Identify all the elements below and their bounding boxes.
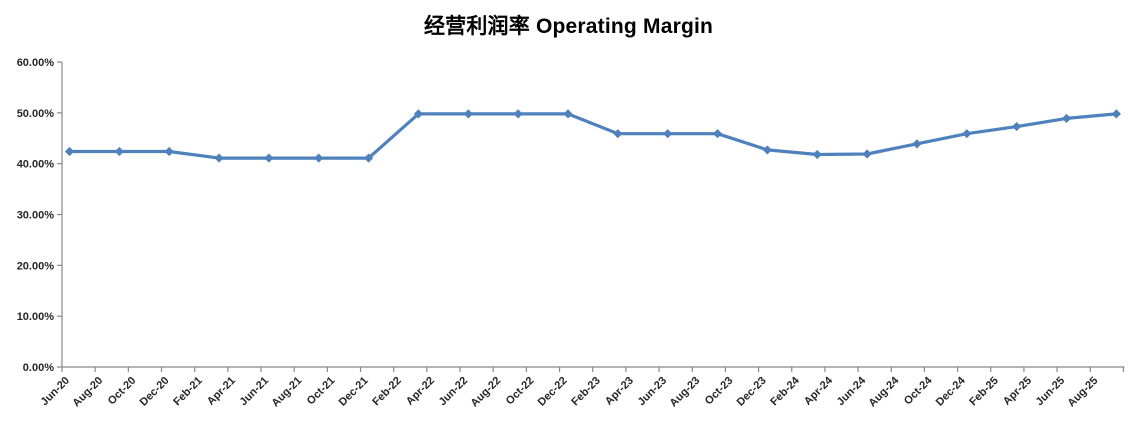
x-tick-label: Feb-25 bbox=[967, 375, 1001, 409]
data-point-marker bbox=[364, 153, 374, 163]
data-point-marker bbox=[314, 153, 324, 163]
data-point-marker bbox=[563, 109, 573, 119]
x-tick-label: Dec-22 bbox=[536, 375, 570, 409]
x-tick-label: Oct-24 bbox=[902, 374, 935, 407]
data-point-marker bbox=[164, 146, 174, 157]
x-tick-label: Jun-21 bbox=[238, 375, 272, 409]
x-tick-label: Feb-22 bbox=[370, 375, 404, 409]
data-point-marker bbox=[413, 109, 424, 119]
x-tick-label: Aug-21 bbox=[269, 375, 304, 410]
x-tick-label: Oct-21 bbox=[305, 375, 338, 408]
y-tick-label: 60.00% bbox=[17, 57, 55, 69]
data-point-marker bbox=[613, 129, 623, 139]
data-point-marker bbox=[762, 145, 772, 155]
data-point-marker bbox=[114, 146, 124, 157]
x-tick-label: Jun-25 bbox=[1034, 375, 1068, 409]
x-tick-label: Apr-21 bbox=[205, 375, 238, 408]
x-tick-label: Aug-23 bbox=[668, 375, 703, 410]
data-point-marker bbox=[862, 149, 872, 159]
x-tick-label: Oct-22 bbox=[504, 375, 537, 408]
data-point-marker bbox=[663, 129, 673, 139]
data-point-marker bbox=[513, 109, 523, 119]
x-tick-label: Jun-23 bbox=[636, 375, 670, 409]
chart-title: 经营利润率 Operating Margin bbox=[423, 15, 714, 38]
x-tick-label: Jun-24 bbox=[835, 374, 869, 408]
x-tick-label: Feb-21 bbox=[171, 375, 205, 409]
x-tick-label: Jun-22 bbox=[437, 375, 471, 409]
x-tick-label: Feb-23 bbox=[569, 375, 603, 409]
data-point-marker bbox=[912, 139, 922, 149]
x-tick-label: Aug-24 bbox=[867, 374, 902, 409]
data-point-marker bbox=[812, 149, 822, 160]
y-tick-label: 20.00% bbox=[17, 260, 55, 272]
x-tick-label: Feb-24 bbox=[768, 374, 802, 408]
x-tick-label: Aug-25 bbox=[1066, 375, 1101, 410]
y-tick-label: 0.00% bbox=[23, 362, 54, 374]
x-tick-label: Apr-22 bbox=[404, 375, 437, 408]
x-tick-label: Apr-24 bbox=[802, 374, 836, 408]
x-tick-label: Dec-20 bbox=[138, 375, 172, 409]
x-tick-label: Aug-22 bbox=[468, 375, 503, 410]
x-tick-label: Apr-23 bbox=[603, 375, 636, 408]
y-tick-label: 10.00% bbox=[17, 311, 55, 323]
data-point-marker bbox=[1012, 121, 1022, 132]
x-tick-label: Dec-23 bbox=[735, 375, 769, 409]
y-tick-label: 50.00% bbox=[17, 108, 55, 120]
x-tick-label: Oct-23 bbox=[703, 375, 736, 408]
x-tick-label: Dec-21 bbox=[337, 375, 371, 409]
y-tick-label: 30.00% bbox=[17, 210, 55, 222]
x-tick-label: Jun-20 bbox=[39, 375, 73, 409]
data-point-marker bbox=[712, 129, 723, 139]
data-point-marker bbox=[64, 146, 75, 157]
x-tick-label: Apr-25 bbox=[1001, 375, 1034, 408]
data-point-marker bbox=[962, 129, 972, 139]
data-point-marker bbox=[463, 109, 473, 119]
x-tick-label: Dec-24 bbox=[934, 374, 969, 409]
series-line bbox=[67, 112, 1119, 160]
x-tick-label: Oct-20 bbox=[106, 375, 139, 408]
data-point-marker bbox=[214, 153, 224, 163]
y-tick-label: 40.00% bbox=[17, 159, 55, 171]
data-point-marker bbox=[1111, 109, 1121, 119]
data-point-marker bbox=[264, 153, 274, 163]
x-tick-label: Aug-20 bbox=[70, 375, 105, 410]
data-point-marker bbox=[1061, 113, 1072, 124]
